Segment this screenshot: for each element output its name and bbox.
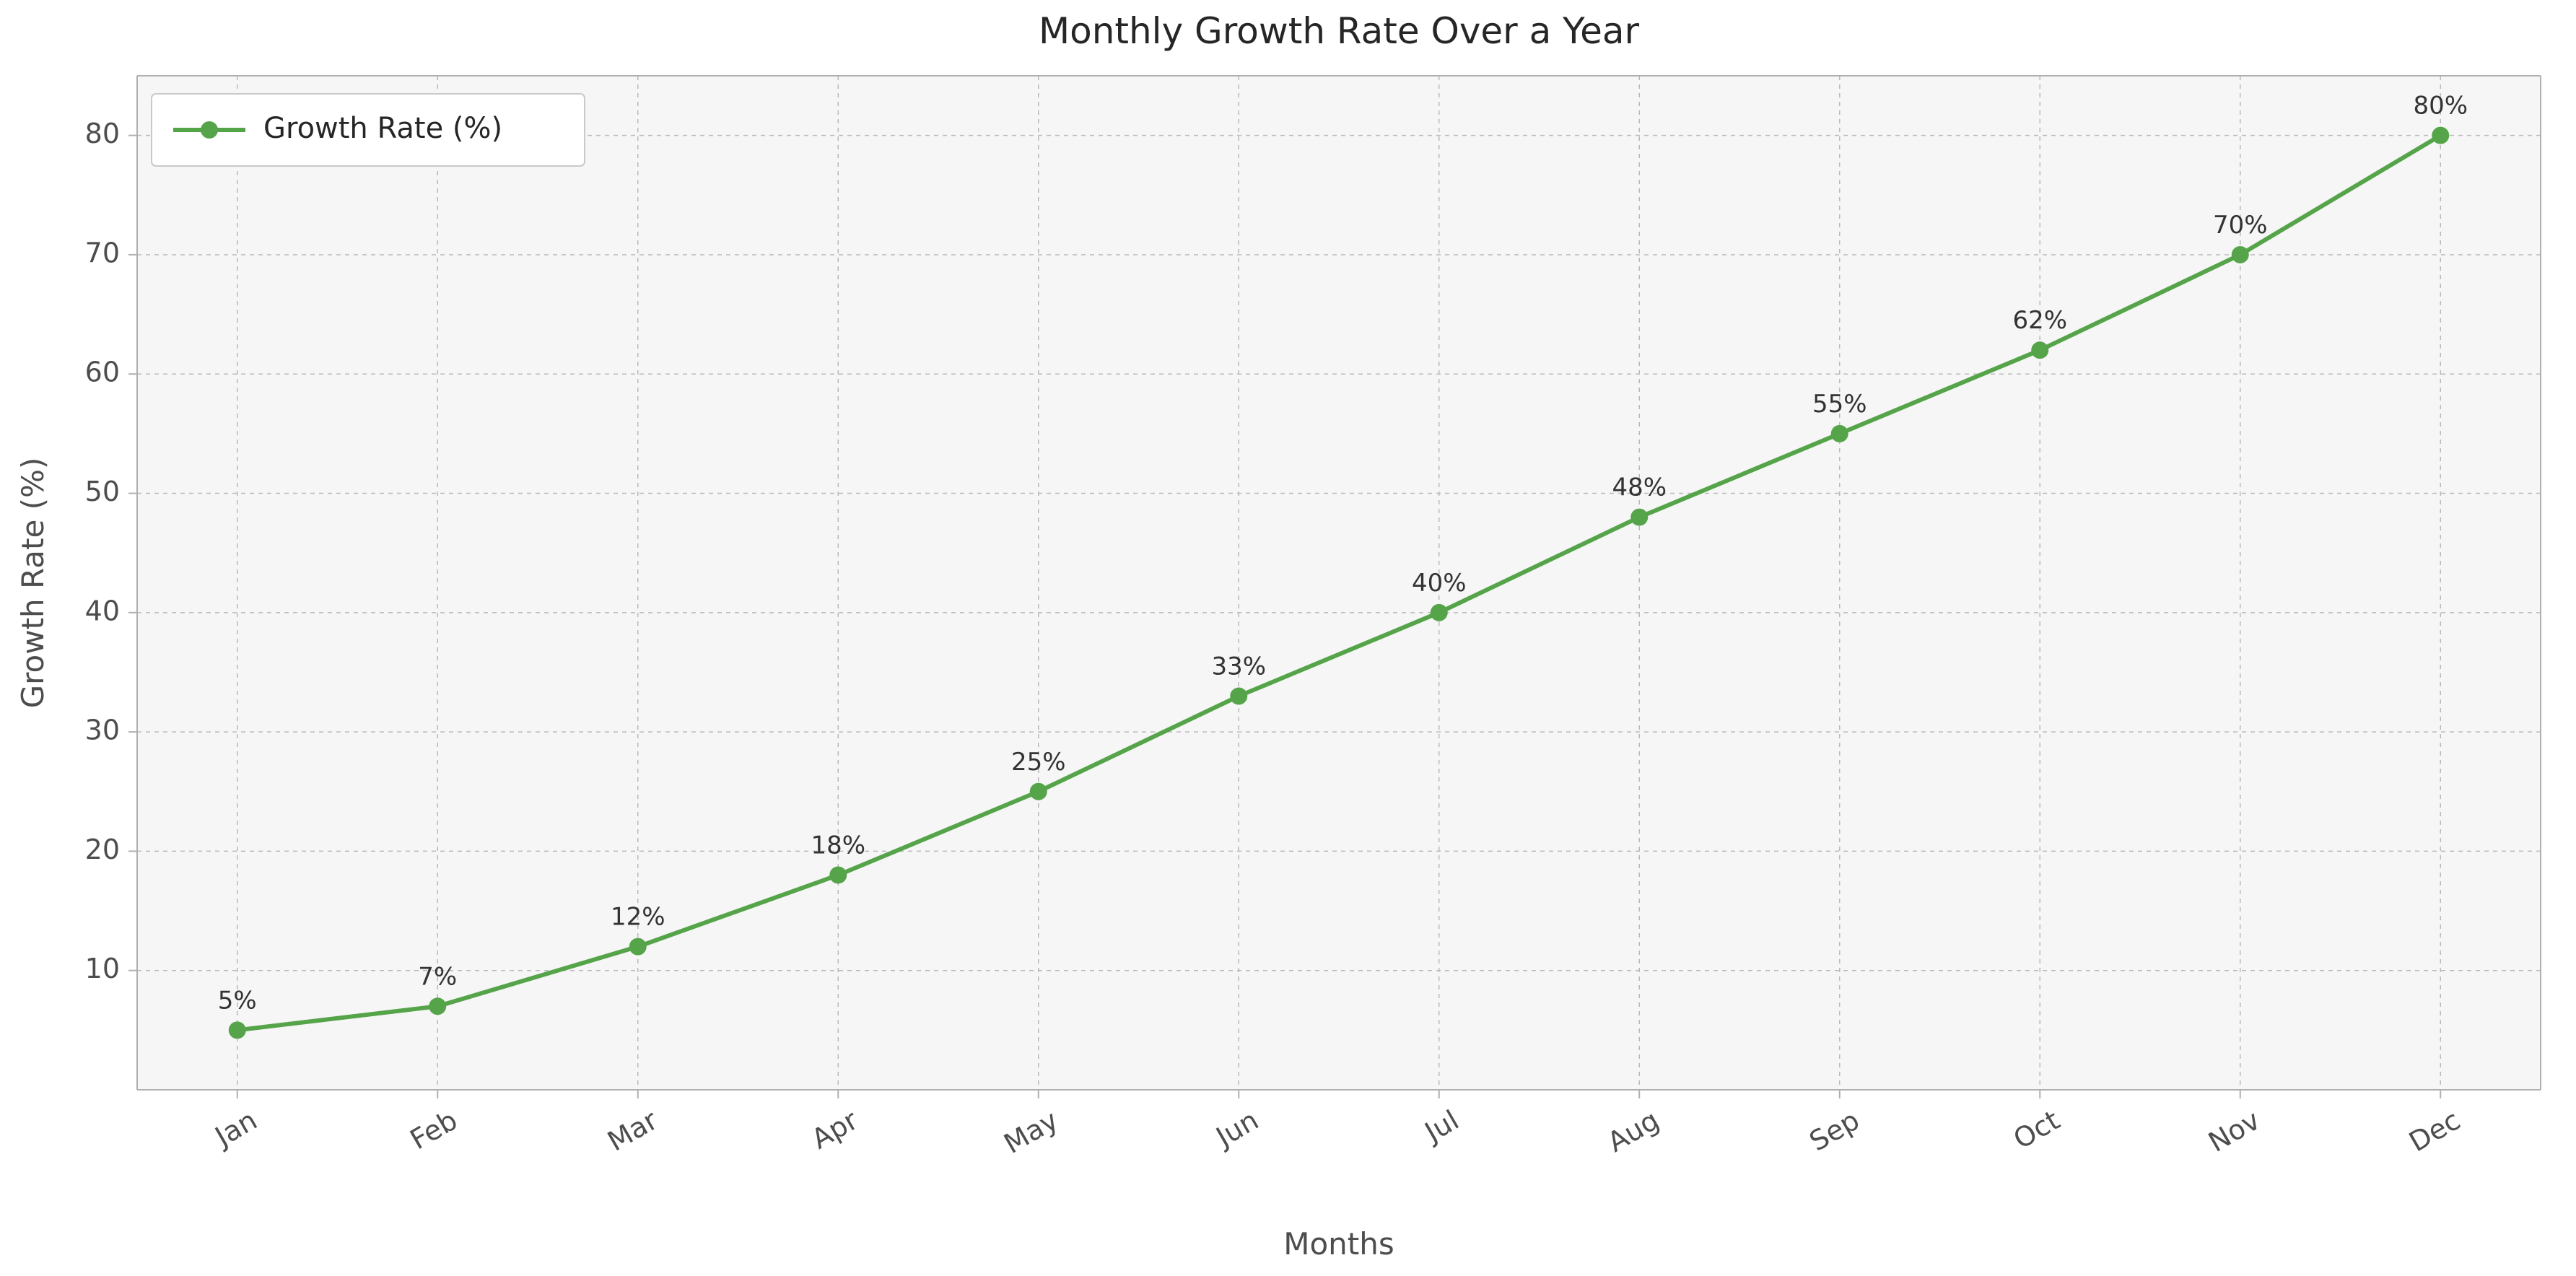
data-marker (1030, 783, 1047, 800)
data-marker (2432, 127, 2449, 144)
x-tick-label: Mar (602, 1104, 663, 1158)
y-tick-label: 50 (85, 476, 120, 507)
point-label: 33% (1211, 652, 1266, 681)
growth-chart: Jan Feb Mar Apr May Jun Jul Aug Sep Oct Nov Dec 10 20… (0, 0, 2576, 1276)
legend-label: Growth Rate (%) (263, 112, 502, 145)
x-tick-label: Jan (209, 1104, 262, 1153)
x-tick-label: Jun (1210, 1104, 1264, 1154)
y-tick-label: 40 (85, 595, 120, 626)
data-marker (829, 866, 847, 883)
point-label: 12% (611, 903, 665, 932)
point-label: 18% (811, 831, 865, 860)
x-tick-label: Oct (2008, 1104, 2065, 1155)
y-tick-label: 10 (85, 953, 120, 984)
x-axis-label: Months (1283, 1226, 1394, 1262)
point-label: 5% (218, 986, 257, 1015)
y-ticks: 10 20 30 40 50 60 70 80 (85, 118, 137, 984)
plot-area (137, 76, 2541, 1090)
x-tick-label: Jul (1418, 1104, 1464, 1149)
y-tick-label: 30 (85, 715, 120, 746)
chart-container: Jan Feb Mar Apr May Jun Jul Aug Sep Oct Nov Dec 10 20… (0, 0, 2576, 1276)
point-label: 62% (2012, 306, 2067, 335)
point-label: 80% (2413, 92, 2468, 121)
data-marker (429, 997, 446, 1015)
data-marker (1230, 688, 1247, 705)
x-tick-label: Feb (405, 1104, 463, 1156)
data-marker (229, 1021, 246, 1039)
point-label: 25% (1011, 748, 1066, 777)
x-tick-label: May (998, 1104, 1063, 1160)
x-ticks: Jan Feb Mar Apr May Jun Jul Aug Sep Oct Nov Dec (209, 1090, 2466, 1160)
x-tick-label: Dec (2403, 1104, 2466, 1158)
y-tick-label: 80 (85, 118, 120, 149)
x-tick-label: Apr (806, 1104, 863, 1155)
x-tick-label: Sep (1804, 1104, 1864, 1158)
data-marker (1630, 509, 1648, 526)
legend-marker-sample (201, 121, 218, 139)
legend: Growth Rate (%) (152, 94, 585, 166)
data-marker (2031, 341, 2048, 359)
data-marker (1431, 604, 1448, 621)
point-label: 55% (1812, 390, 1867, 419)
x-tick-label: Aug (1602, 1104, 1664, 1158)
point-label: 70% (2213, 211, 2268, 240)
y-tick-label: 70 (85, 237, 120, 268)
point-label: 40% (1412, 569, 1467, 598)
data-marker (1831, 425, 1848, 442)
data-marker (2232, 246, 2249, 263)
y-axis-label: Growth Rate (%) (15, 458, 51, 709)
chart-title: Monthly Growth Rate Over a Year (1039, 10, 1639, 52)
y-tick-label: 60 (85, 357, 120, 388)
point-label: 7% (418, 962, 457, 991)
data-marker (629, 938, 647, 956)
y-tick-label: 20 (85, 834, 120, 865)
point-label: 48% (1612, 473, 1667, 502)
x-tick-label: Nov (2203, 1104, 2265, 1158)
